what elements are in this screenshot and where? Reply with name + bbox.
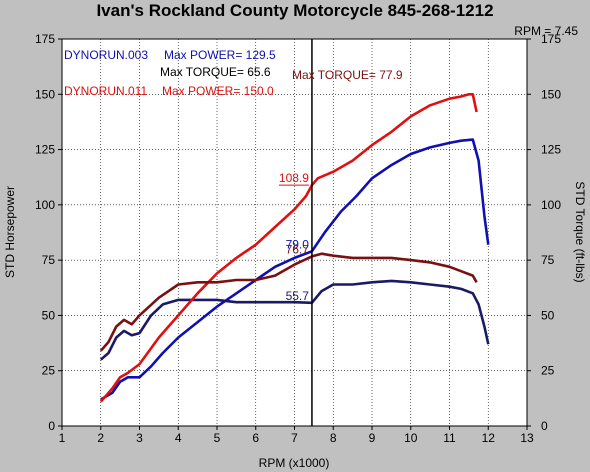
legend-run-2: DYNORUN.011 — [64, 84, 147, 98]
y-axis-left-label: STD Horsepower — [3, 186, 17, 278]
x-tick-label: 8 — [330, 431, 337, 445]
legend-run-2-torque: Max TORQUE= 77.9 — [292, 68, 403, 82]
y-axis-right-label: STD Torque (ft-lbs) — [573, 181, 587, 282]
data-label: 76.7 — [286, 242, 310, 256]
x-tick-label: 11 — [443, 431, 456, 445]
series-group — [99, 93, 490, 403]
y-right-tick-label: 75 — [541, 253, 555, 267]
y-right-tick-label: 150 — [541, 87, 561, 101]
x-tick-label: 1 — [59, 431, 66, 445]
x-tick-label: 2 — [97, 431, 104, 445]
data-label: 108.9 — [279, 171, 309, 185]
y-left-tick-label: 125 — [35, 143, 55, 157]
x-tick-label: 6 — [252, 431, 259, 445]
y-left-tick-label: 50 — [42, 308, 56, 322]
rpm-cursor-readout: RPM = 7.45 — [514, 24, 578, 38]
y-axis-left-ticks: 0 25 50 75 100 125 150 175 — [35, 32, 62, 433]
x-tick-label: 5 — [214, 431, 221, 445]
y-right-tick-label: 25 — [541, 364, 555, 378]
y-left-tick-label: 150 — [35, 87, 55, 101]
grid — [62, 39, 527, 426]
y-axis-right-ticks: 0 25 50 75 100 125 150 175 — [527, 32, 561, 433]
x-tick-label: 13 — [520, 431, 534, 445]
y-left-tick-label: 175 — [35, 32, 55, 46]
plot-area — [61, 38, 528, 427]
y-right-tick-label: 125 — [541, 143, 561, 157]
series-line-1 — [100, 138, 490, 401]
series-line-2 — [99, 279, 490, 361]
x-tick-label: 7 — [291, 431, 298, 445]
y-right-tick-label: 100 — [541, 198, 561, 212]
x-axis-ticks: 1 2 3 4 5 6 7 8 9 10 11 12 13 — [59, 426, 534, 445]
x-axis-label: RPM (x1000) — [259, 456, 330, 470]
y-right-tick-label: 175 — [541, 32, 561, 46]
x-tick-label: 9 — [369, 431, 376, 445]
y-left-tick-label: 25 — [42, 364, 56, 378]
y-left-tick-label: 75 — [42, 253, 56, 267]
legend-run-2-power: Max POWER= 150.0 — [162, 84, 274, 98]
y-left-tick-label: 100 — [35, 198, 55, 212]
x-tick-label: 3 — [136, 431, 143, 445]
y-right-tick-label: 0 — [541, 419, 548, 433]
series-line-4 — [99, 252, 478, 352]
data-label: 79.0 — [286, 237, 310, 251]
legend-run-1-torque: Max TORQUE= 65.6 — [160, 65, 271, 79]
data-label: 55.7 — [286, 289, 310, 303]
legend-run-1-power: Max POWER= 129.5 — [164, 48, 276, 62]
legend-run-1: DYNORUN.003 — [64, 48, 148, 62]
x-tick-label: 4 — [175, 431, 182, 445]
y-left-tick-label: 0 — [48, 419, 55, 433]
x-tick-label: 10 — [404, 431, 418, 445]
chart-title: Ivan's Rockland County Motorcycle 845-26… — [96, 1, 494, 20]
x-tick-label: 12 — [482, 431, 496, 445]
y-right-tick-label: 50 — [541, 308, 555, 322]
series-line-3 — [99, 93, 478, 403]
annotations: 108.9 79.076.7 55.7 — [279, 171, 309, 303]
